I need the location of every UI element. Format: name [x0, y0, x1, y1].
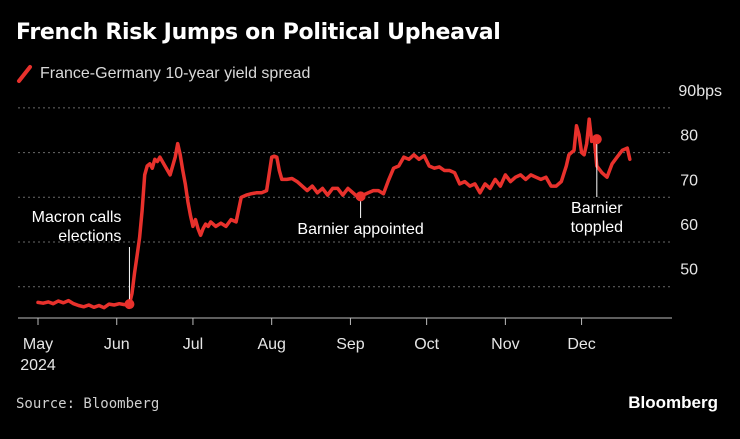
x-tick-label-sep: Sep	[336, 336, 365, 353]
source-note: Source: Bloomberg	[16, 396, 160, 412]
y-tick-label-70: 70	[680, 172, 698, 189]
annotation-label-0: Macron calls	[32, 209, 122, 226]
bloomberg-logo: Bloomberg	[628, 393, 718, 412]
legend: France-Germany 10-year yield spread	[16, 64, 310, 84]
x-tick-label-aug: Aug	[257, 336, 285, 353]
annotation-label-2: Barnier	[571, 200, 623, 217]
chart-title: French Risk Jumps on Political Upheaval	[16, 20, 501, 45]
x-tick-label-nov: Nov	[491, 336, 519, 353]
event-marker-1	[355, 191, 366, 202]
x-tick-label-jul: Jul	[183, 336, 203, 353]
y-tick-label-60: 60	[680, 217, 698, 234]
legend-line-icon	[17, 65, 32, 83]
x-tick-label-dec: Dec	[567, 336, 595, 353]
x-tick-label-jun: Jun	[104, 336, 130, 353]
y-tick-label-50: 50	[680, 262, 698, 279]
event-marker-2	[591, 134, 602, 145]
annotation-label-1: Barnier appointed	[297, 221, 423, 238]
x-tick-label-oct: Oct	[414, 336, 439, 353]
event-marker-0	[124, 299, 135, 310]
y-tick-label-80: 80	[680, 128, 698, 145]
y-tick-label-top: 90bps	[678, 83, 722, 100]
x-tick-label-may: May	[23, 336, 53, 353]
x-tick-year-label: 2024	[20, 357, 56, 374]
legend-label: France-Germany 10-year yield spread	[40, 65, 311, 82]
annotation-label-2: toppled	[571, 219, 624, 236]
annotation-label-0: elections	[58, 228, 121, 245]
series-line-0	[36, 117, 632, 310]
